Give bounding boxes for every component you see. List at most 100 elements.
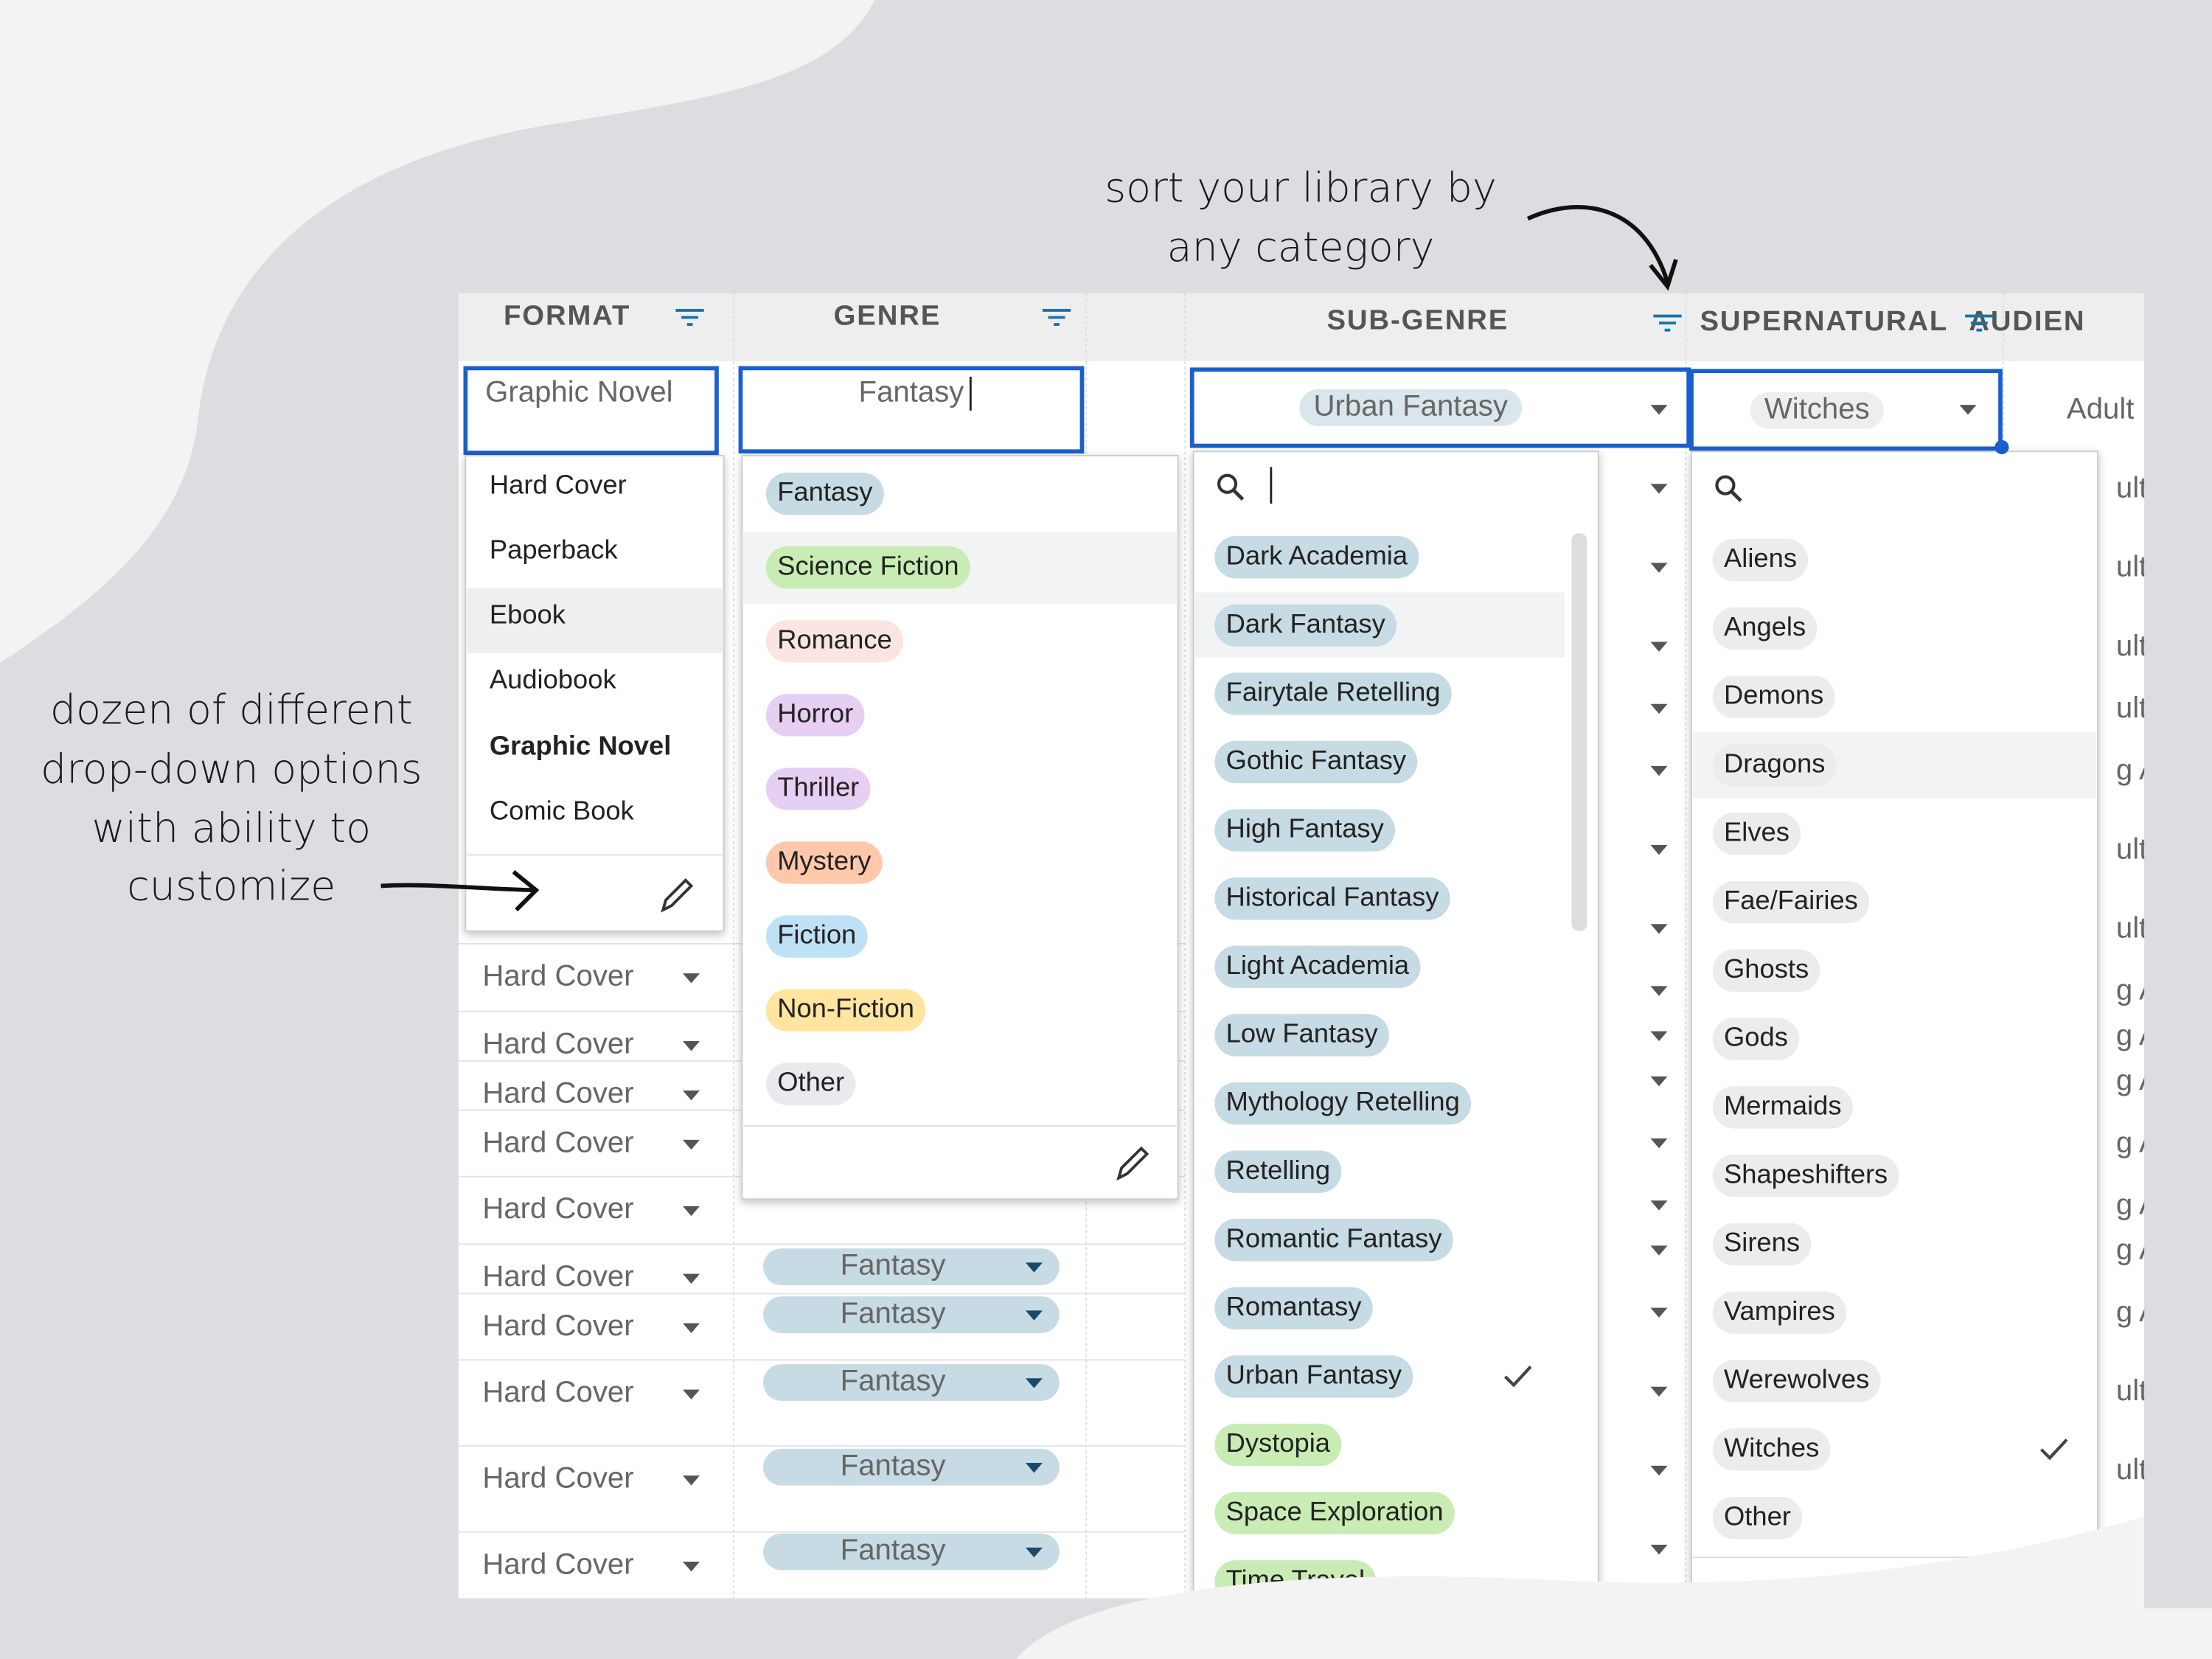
arrow: [380, 870, 540, 912]
chip-label: Fantasy: [841, 1296, 946, 1329]
dropdown-arrow: [683, 1475, 700, 1486]
dropdown-arrow: [1650, 924, 1668, 934]
filter-icon: [1653, 314, 1682, 332]
chip-label: Non-Fiction: [777, 993, 914, 1023]
dropdown-arrow: [1650, 1245, 1668, 1256]
chip: [1214, 536, 1419, 579]
chip-label: Dragons: [1724, 748, 1825, 779]
chip: [765, 472, 884, 515]
dropdown-arrow: [1959, 405, 1977, 415]
hover-row: [467, 588, 723, 653]
chip: [1214, 1287, 1373, 1330]
cell-text: Hard Cover: [482, 1461, 633, 1495]
dropdown-arrow: [1650, 1076, 1668, 1087]
chip-label: Romance: [777, 624, 892, 654]
chip: [1712, 538, 1809, 582]
chip-label: Ghosts: [1724, 953, 1809, 984]
cell-text: ult: [2116, 550, 2147, 583]
chip: [765, 768, 871, 810]
chip: [1712, 1496, 1803, 1540]
chip: [1214, 809, 1396, 852]
chip-label: Retelling: [1226, 1155, 1330, 1185]
dropdown-arrow: [1650, 1200, 1668, 1211]
option: Ebook: [490, 599, 566, 630]
dropdown-arrow: [1650, 641, 1668, 652]
chip: [1214, 1082, 1472, 1125]
search-icon: [1715, 475, 1736, 495]
column-header: SUPERNATURAL: [1700, 305, 1948, 337]
search-icon: [1729, 490, 1742, 502]
cell-text: Hard Cover: [482, 1192, 633, 1225]
chip: [1712, 1086, 1853, 1129]
cell-text: Hard Cover: [482, 1375, 633, 1408]
chip: [1299, 389, 1523, 426]
dropdown-arrow: [1650, 986, 1668, 996]
cell-text: ult: [2116, 832, 2147, 865]
cell-text: ult: [2116, 471, 2147, 504]
chip-label: Romantasy: [1226, 1291, 1363, 1321]
dropdown-arrow: [1025, 1262, 1043, 1273]
dropdown-arrow: [683, 1040, 700, 1051]
chip: [765, 841, 883, 884]
dropdown-arrow: [1650, 845, 1668, 855]
dropdown-arrow: [1650, 1545, 1668, 1555]
option: Hard Cover: [490, 470, 627, 500]
chip-label: Light Academia: [1226, 950, 1410, 980]
chip-label: High Fantasy: [1226, 813, 1385, 844]
chip: [1712, 1018, 1800, 1060]
chip: [1712, 1428, 1831, 1471]
chip: [1214, 604, 1397, 647]
filter-icon: [1965, 314, 1994, 332]
column-header: GENRE: [834, 300, 942, 332]
option: Graphic Novel: [490, 731, 671, 761]
chip: [1214, 1355, 1413, 1398]
cell-text: Hard Cover: [482, 1026, 633, 1060]
cell-text: ult: [2116, 691, 2147, 724]
chip-label: Historical Fantasy: [1226, 881, 1440, 911]
check-icon: [2040, 1439, 2068, 1461]
chip-label: Fantasy: [841, 1448, 946, 1481]
dropdown-arrow: [1650, 563, 1668, 573]
cell-text: Hard Cover: [482, 1076, 633, 1109]
cell-text: ult: [2116, 911, 2147, 944]
chip: [1712, 1360, 1881, 1402]
dropdown-arrow: [1650, 484, 1668, 494]
chip: [1214, 945, 1421, 989]
dropdown-panel: [465, 455, 725, 932]
chip: [1712, 813, 1801, 855]
chip: [765, 989, 926, 1032]
chip: [1214, 1014, 1389, 1057]
dropdown-arrow: [683, 1139, 700, 1150]
chip-label: Dystopia: [1226, 1427, 1331, 1458]
dropdown-arrow: [1650, 1307, 1668, 1318]
column-header: SUB-GENRE: [1326, 304, 1509, 335]
chip-label: Mystery: [777, 846, 872, 876]
chip-label: Fantasy: [841, 1248, 946, 1281]
cell-text: ult: [2116, 629, 2147, 662]
chip: [765, 694, 865, 737]
chip: [763, 1533, 1060, 1571]
chip: [1214, 877, 1450, 920]
chip: [1214, 672, 1452, 715]
chip: [1712, 949, 1820, 992]
chip-label: Gods: [1724, 1022, 1788, 1052]
chip-label: Vampires: [1724, 1295, 1835, 1326]
selection-handle: [1994, 439, 2009, 455]
chip-label: Other: [1724, 1500, 1791, 1531]
chip-label: Fantasy: [841, 1533, 946, 1566]
edit-icon: [1116, 1146, 1150, 1181]
option: Audiobook: [490, 664, 617, 695]
chip: [763, 1296, 1060, 1334]
option: Paperback: [490, 535, 619, 565]
dropdown-arrow: [683, 973, 700, 984]
dropdown-arrow: [1025, 1547, 1043, 1558]
chip-label: Gothic Fantasy: [1226, 745, 1407, 775]
chip-label: Werewolves: [1724, 1364, 1869, 1394]
dropdown-arrow: [1025, 1378, 1043, 1388]
chip: [1214, 1219, 1453, 1262]
chip: [1712, 675, 1835, 718]
filter-icon: [1042, 309, 1071, 326]
white-blob: [0, 0, 875, 664]
column-header: AUDIEN: [1969, 305, 2085, 337]
scrollbar: [1571, 533, 1587, 931]
